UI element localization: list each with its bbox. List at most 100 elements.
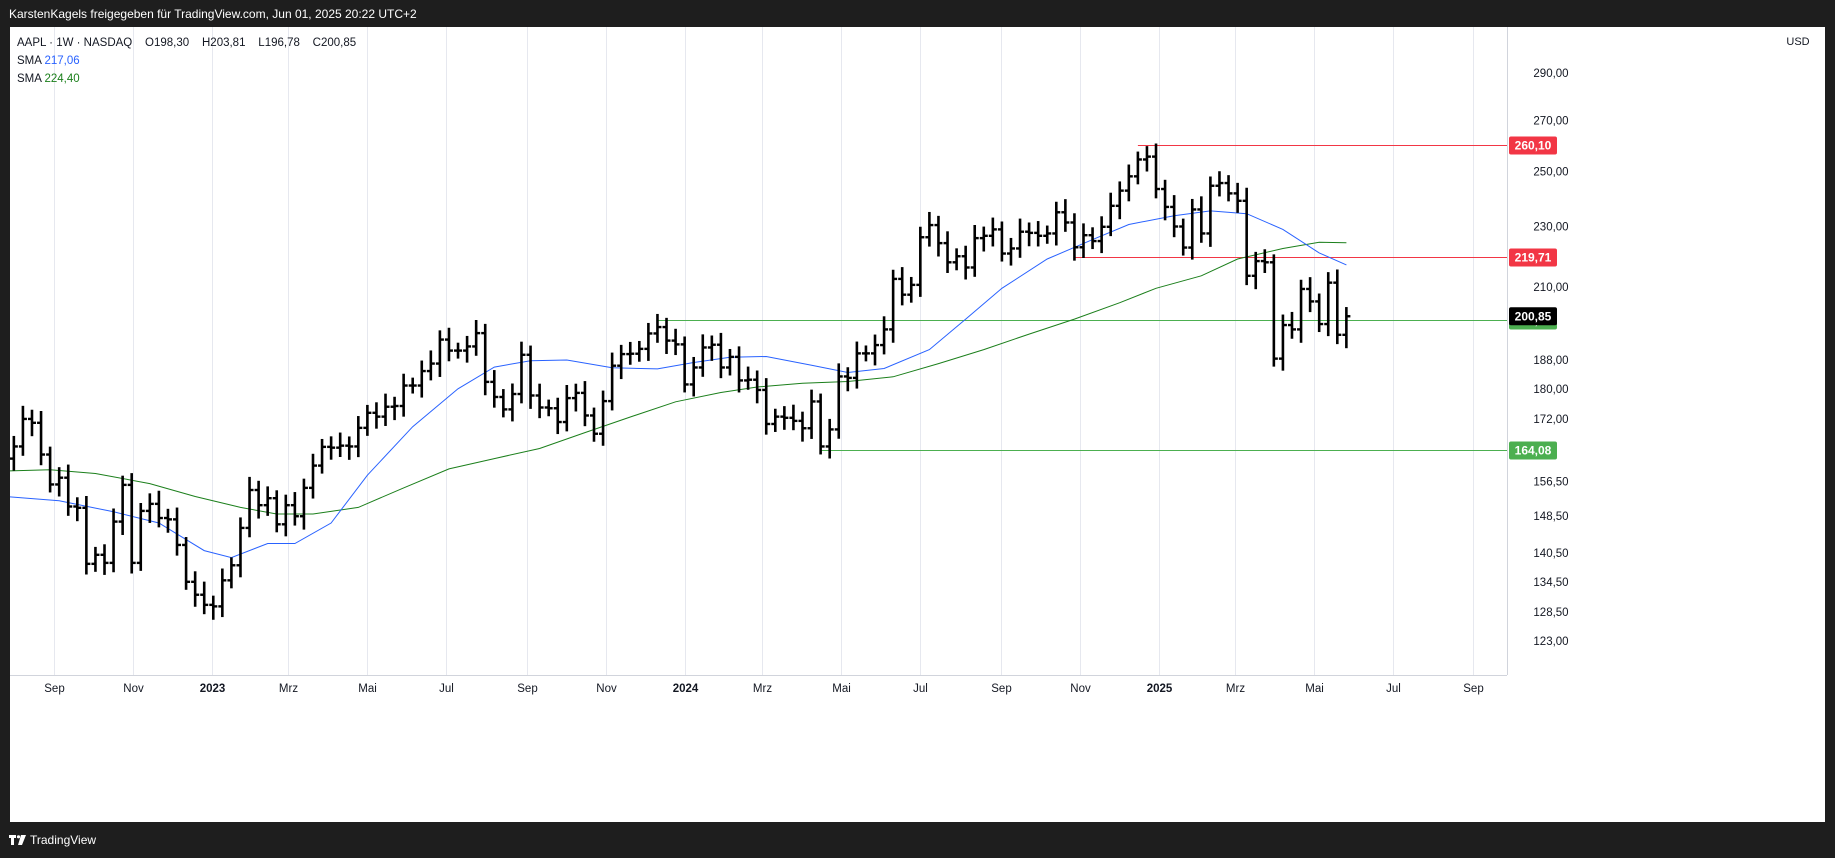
time-tick-label: Mai <box>358 683 377 695</box>
price-tick-label: 128,50 <box>1533 607 1568 619</box>
ohlc-bar <box>544 399 553 417</box>
legend-open-label: O <box>145 37 154 49</box>
ohlc-bar <box>73 497 82 522</box>
ohlc-bar <box>1179 218 1188 256</box>
ohlc-bar <box>943 231 952 273</box>
time-tick-label: Mrz <box>279 683 298 695</box>
ohlc-bar <box>1269 254 1278 367</box>
time-tick-label: Sep <box>44 683 64 695</box>
ohlc-bar <box>10 435 18 471</box>
legend-close: 200,85 <box>320 37 357 49</box>
ohlc-bar <box>118 475 127 535</box>
ohlc-bar <box>408 377 417 394</box>
ohlc-bar <box>780 406 789 430</box>
ohlc-bar <box>744 366 753 390</box>
time-tick-label: Jul <box>439 683 454 695</box>
time-tick-label: Mrz <box>1226 683 1245 695</box>
legend-sma-slow-label: SMA <box>17 73 42 85</box>
ohlc-bar <box>644 322 653 361</box>
price-tick-label: 134,50 <box>1533 577 1568 589</box>
ohlc-bar <box>553 397 562 435</box>
ohlc-bar <box>191 571 200 607</box>
ohlc-bar <box>1161 179 1170 221</box>
tradingview-brand[interactable]: TradingView <box>9 833 96 847</box>
level-price-label: 164,08 <box>1515 444 1552 458</box>
time-axis[interactable]: Sep Nov 2023 Mrz Mai Jul Sep Nov 2024 Mrz Mai Jul Se… <box>10 675 1507 696</box>
ohlc-bar <box>1152 143 1161 199</box>
ohlc-bar <box>18 405 27 456</box>
legend-sma-fast[interactable]: SMA 217,06 <box>17 52 356 70</box>
ohlc-bar <box>417 360 426 398</box>
ohlc-bar <box>843 367 852 392</box>
ohlc-bar <box>771 408 780 432</box>
ohlc-bar <box>861 345 870 362</box>
attribution-text: KarstenKagels freigegeben für TradingVie… <box>9 7 417 21</box>
ohlc-bar <box>798 411 807 442</box>
ohlc-bar <box>363 404 372 436</box>
ohlc-bar <box>381 393 390 426</box>
ohlc-bar <box>1052 201 1061 246</box>
legend-high-label: H <box>201 37 211 49</box>
price-tick-label: 290,00 <box>1533 68 1568 80</box>
price-chart[interactable]: 290,00 270,00 250,00 230,00 210,00 188,00 180,… <box>10 27 1825 822</box>
ohlc-bar <box>1079 223 1088 258</box>
ohlc-bar <box>997 221 1006 262</box>
ohlc-bar <box>680 336 689 393</box>
ohlc-bar <box>889 269 898 343</box>
ohlc-bar <box>762 378 771 435</box>
time-tick-label: Nov <box>1070 683 1091 695</box>
ohlc-bar <box>82 496 91 575</box>
ohlc-bar <box>916 226 925 297</box>
last-price-label: 200,85 <box>1515 309 1552 323</box>
price-axis[interactable]: 290,00 270,00 250,00 230,00 210,00 188,00 180,… <box>1507 27 1569 675</box>
ohlc-bar <box>1306 277 1315 313</box>
ohlc-bar <box>1188 198 1197 260</box>
time-tick-label: Jul <box>1386 683 1401 695</box>
ohlc-bar <box>725 348 734 376</box>
ohlc-bar <box>735 346 744 393</box>
legend-sma-fast-label: SMA <box>17 55 42 67</box>
ohlc-bar <box>136 503 145 571</box>
last-price-badge <box>1509 307 1557 326</box>
ohlc-bar <box>100 544 109 575</box>
level-price-badge <box>1509 136 1557 155</box>
level-price-badge <box>1509 441 1557 460</box>
ohlc-bar <box>435 330 444 377</box>
ohlc-bar <box>535 383 544 419</box>
attribution-bar: KarstenKagels freigegeben für TradingVie… <box>0 0 1835 27</box>
price-tick-label: 156,50 <box>1533 476 1568 488</box>
ohlc-bar <box>1061 199 1070 232</box>
ohlc-bar <box>1043 225 1052 244</box>
ohlc-bar <box>1088 227 1097 250</box>
ohlc-bar <box>499 389 508 418</box>
ohlc-bar <box>1324 272 1333 337</box>
time-tick-label: Mai <box>1305 683 1324 695</box>
legend-sma-slow[interactable]: SMA 224,40 <box>17 70 356 88</box>
legend-symbol: AAPL · 1W · NASDAQ <box>17 37 133 49</box>
ohlc-bar <box>952 248 961 271</box>
ohlc-bar <box>698 334 707 377</box>
ohlc-bar <box>299 478 308 530</box>
ohlc-bar <box>934 215 943 257</box>
time-tick-label: Mai <box>832 683 851 695</box>
ohlc-bar <box>1124 164 1133 202</box>
ohlc-bar <box>173 507 182 556</box>
price-tick-label: 188,00 <box>1533 355 1568 367</box>
ohlc-bar <box>272 490 281 533</box>
ohlc-bar <box>463 335 472 363</box>
legend-symbol-row: AAPL · 1W · NASDAQ O198,30 H203,81 L196,… <box>17 34 356 52</box>
ohlc-bar <box>1233 182 1242 213</box>
currency-label: USD <box>1786 36 1809 48</box>
ohlc-bar <box>1170 195 1179 238</box>
ohlc-bar <box>1215 171 1224 197</box>
ohlc-bar <box>1034 221 1043 247</box>
ohlc-bar <box>281 494 290 537</box>
ohlc-bar <box>490 370 499 408</box>
ohlc-bar <box>1097 216 1106 254</box>
level-price-label: 260,10 <box>1515 139 1552 153</box>
time-tick-label: Sep <box>517 683 537 695</box>
ohlc-bar <box>517 341 526 404</box>
time-tick-label: Sep <box>991 683 1011 695</box>
ohlc-bar <box>689 356 698 397</box>
ohlc-bar <box>635 340 644 362</box>
